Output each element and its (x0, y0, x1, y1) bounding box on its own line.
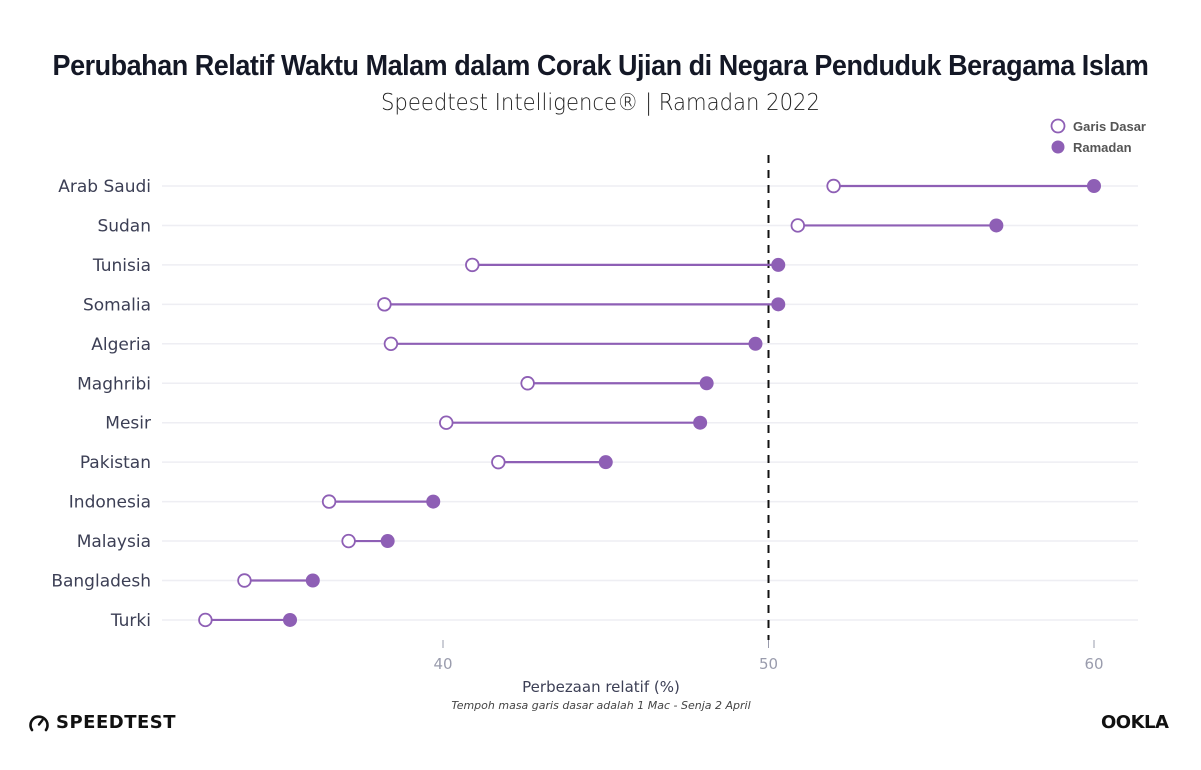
category-label: Algeria (91, 335, 151, 355)
point-baseline (321, 494, 337, 509)
point-ramadan (771, 297, 786, 312)
category-label: Maghribi (77, 374, 151, 394)
point-baseline (198, 612, 213, 628)
category-label: Bangladesh (51, 572, 151, 592)
point-ramadan (771, 257, 786, 272)
point-baseline (383, 336, 399, 352)
category-label: Somalia (83, 295, 151, 315)
point-ramadan (1087, 179, 1101, 193)
category-label: Pakistan (80, 453, 151, 473)
gridlines (162, 185, 1138, 621)
legend-marker-baseline (1050, 118, 1066, 134)
category-label: Mesir (105, 414, 151, 434)
legend: Garis Dasar Ramadan (1050, 118, 1146, 155)
category-label: Sudan (97, 216, 151, 236)
legend-label-ramadan: Ramadan (1073, 140, 1132, 155)
chart-subtitle: Speedtest Intelligence® | Ramadan 2022 (380, 90, 820, 116)
point-baseline (237, 573, 252, 588)
point-ramadan (305, 573, 320, 588)
point-baseline (465, 257, 480, 273)
category-label: Malaysia (77, 532, 151, 552)
point-baseline (491, 454, 506, 470)
category-label: Turki (110, 611, 151, 631)
point-baseline (377, 297, 392, 312)
point-ramadan (989, 218, 1004, 233)
point-baseline (790, 218, 805, 233)
ookla-logo: OOKLA (1101, 712, 1169, 733)
x-axis: 40 50 60 (433, 640, 1104, 673)
point-ramadan (380, 534, 395, 549)
point-baseline (520, 376, 535, 391)
point-baseline (439, 415, 454, 430)
point-baseline (341, 533, 356, 549)
chart-title: Perubahan Relatif Waktu Malam dalam Cora… (52, 50, 1149, 82)
category-label: Arab Saudi (58, 177, 151, 197)
point-ramadan (598, 455, 613, 470)
point-baseline (826, 178, 841, 194)
x-axis-title: Perbezaan relatif (%) (522, 678, 680, 696)
category-labels: Arab Saudi Sudan Tunisia Somalia Algeria Magh… (51, 177, 151, 631)
point-ramadan (693, 415, 708, 430)
legend-marker-ramadan (1051, 140, 1065, 154)
speedtest-logo-text: SPEEDTEST (56, 712, 177, 733)
x-tick-label: 60 (1084, 655, 1103, 673)
category-label: Indonesia (69, 493, 151, 513)
dumbbell-marks (198, 178, 1101, 628)
x-tick-label: 40 (433, 655, 452, 673)
speedometer-icon (29, 714, 49, 731)
point-ramadan (426, 494, 441, 509)
category-label: Tunisia (92, 256, 151, 276)
point-ramadan (699, 376, 714, 391)
point-ramadan (748, 336, 763, 351)
point-ramadan (283, 612, 298, 627)
speedtest-logo: SPEEDTEST (28, 712, 176, 733)
chart-caption: Tempoh masa garis dasar adalah 1 Mac - S… (451, 699, 750, 712)
x-tick-label: 50 (759, 655, 778, 673)
legend-label-baseline: Garis Dasar (1073, 119, 1146, 134)
